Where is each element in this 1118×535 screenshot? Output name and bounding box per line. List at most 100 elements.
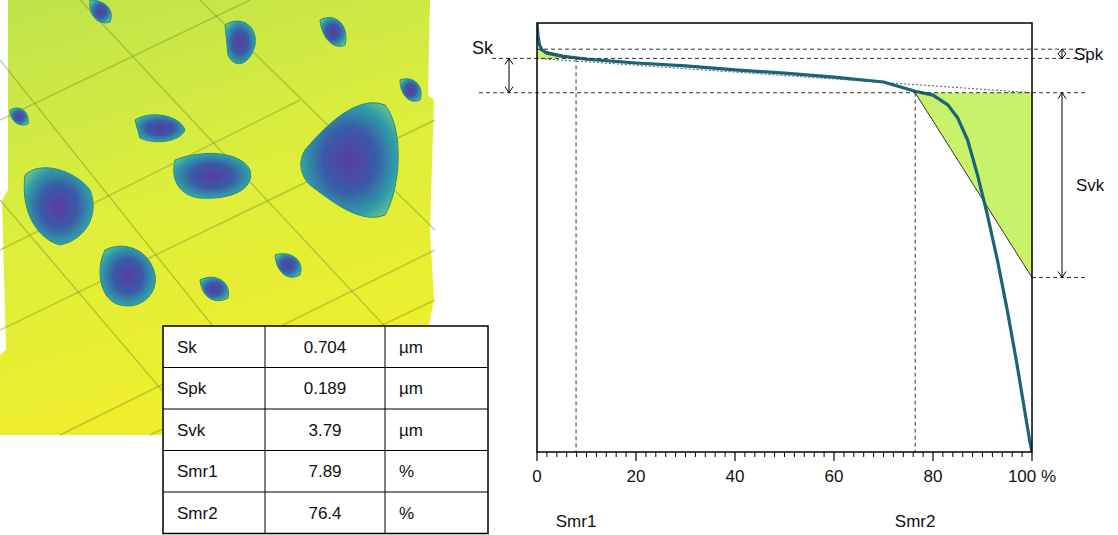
major-tick [635,452,636,461]
table-frame [163,326,488,534]
x-tick-label: 80 [924,467,943,486]
minor-tick [675,452,676,457]
minor-tick [586,452,587,457]
core-bottom-line [479,92,1087,93]
plot-frame [537,23,1032,452]
minor-tick [774,452,775,457]
col-line [265,326,266,534]
x-tick-label: 20 [627,467,646,486]
minor-tick [814,452,815,457]
minor-tick [695,452,696,457]
minor-tick [883,452,884,457]
param-unit: µm [399,421,423,440]
minor-tick [1012,452,1013,457]
x-tick-label: 40 [726,467,745,486]
scratch [0,100,300,250]
minor-tick [824,452,825,457]
pit [400,79,421,102]
plot-area [537,23,1032,452]
material-ratio-curve [537,23,1032,452]
minor-tick [705,452,706,457]
svk-triangle [915,93,1032,278]
pit [100,246,155,306]
minor-tick [923,452,924,457]
svk-arrow [1058,93,1066,278]
arrow-shaft [1062,49,1063,58]
minor-tick [576,452,577,457]
x-tick-label: 0 [532,467,541,486]
x-tick-label: 100 % [1008,467,1056,486]
parameter-table: Sk0.704µmSpk0.189µmSvk3.79µmSmr17.89%Smr… [163,326,488,534]
param-value: 0.189 [304,379,347,398]
minor-tick [606,452,607,457]
chart: 020406080100 %Smr1Smr2SkSpkSvk [472,23,1105,531]
major-tick [536,452,537,461]
pit [10,108,28,125]
param-unit: µm [399,379,423,398]
param-name: Svk [177,421,206,440]
minor-tick [665,452,666,457]
minor-tick [655,452,656,457]
minor-tick [913,452,914,457]
minor-tick [942,452,943,457]
scratch [200,0,435,230]
minor-tick [843,452,844,457]
spk-arrow [1058,49,1066,58]
minor-tick [863,452,864,457]
smr1-line [576,58,577,452]
param-name: Spk [177,379,207,398]
pit [24,168,93,245]
arrow-head [1058,49,1066,54]
minor-tick [952,452,953,457]
minor-tick [972,452,973,457]
param-value: 3.79 [308,421,341,440]
minor-tick [556,452,557,457]
minor-tick [893,452,894,457]
major-tick [932,452,933,461]
pit [200,277,229,300]
scratch [0,0,250,120]
minor-tick [645,452,646,457]
row-line [163,450,488,451]
scratch [80,0,435,380]
minor-tick [853,452,854,457]
minor-tick [982,452,983,457]
arrow-head [505,87,513,93]
pit [135,115,185,142]
pit [90,0,112,23]
param-value: 76.4 [308,504,341,523]
spk-top-line [537,49,1087,50]
arrow-head [1058,271,1066,277]
minor-tick [566,452,567,457]
minor-tick [873,452,874,457]
param-unit: % [399,504,414,523]
pit [174,153,251,198]
smr2-label: Smr2 [895,512,936,531]
minor-tick [744,452,745,457]
param-value: 7.89 [308,462,341,481]
arrow-shaft [509,58,510,92]
minor-tick [616,452,617,457]
major-tick [833,452,834,461]
minor-tick [546,452,547,457]
minor-tick [794,452,795,457]
param-name: Smr2 [177,504,218,523]
minor-tick [1022,452,1023,457]
minor-tick [903,452,904,457]
minor-tick [764,452,765,457]
col-line [385,326,386,534]
arrow-shaft [1062,93,1063,278]
minor-tick [1002,452,1003,457]
svk-label: Svk [1076,176,1105,195]
param-unit: % [399,462,414,481]
smr2-line [915,93,916,452]
figure: Sk0.704µmSpk0.189µmSvk3.79µmSmr17.89%Smr… [0,0,1118,535]
pit [275,254,301,278]
pit [320,18,346,47]
minor-tick [784,452,785,457]
param-value: 0.704 [304,338,347,357]
param-name: Smr1 [177,462,218,481]
sk-label: Sk [472,38,494,58]
pit [301,103,398,218]
minor-tick [715,452,716,457]
